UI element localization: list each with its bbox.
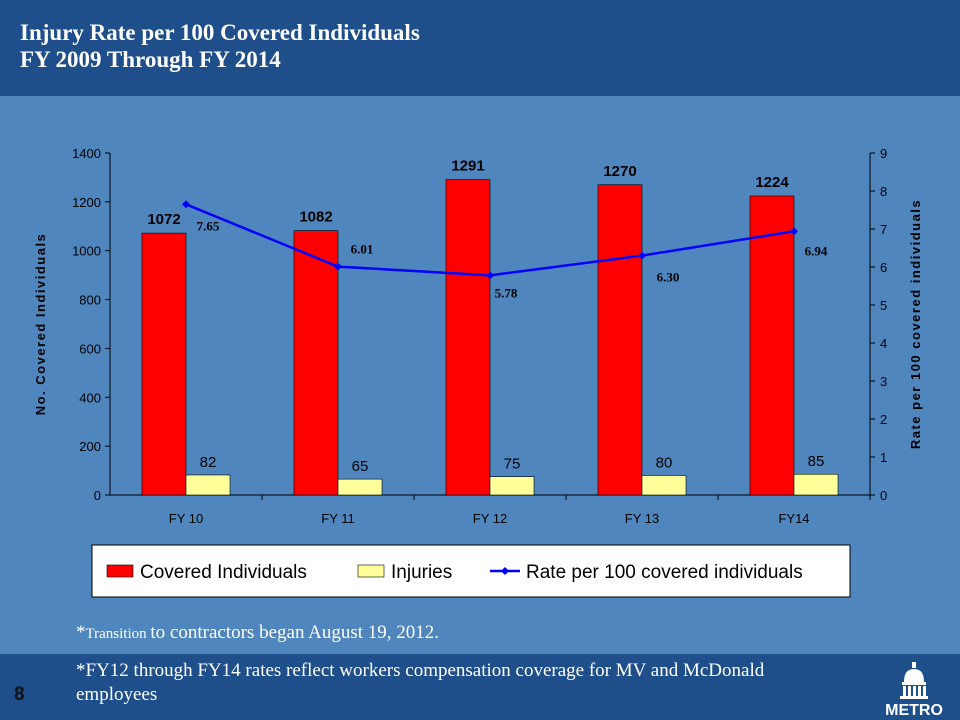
label-injuries: 82 [200,454,217,471]
x-tick-label: FY 12 [473,511,507,526]
label-injuries: 75 [504,456,521,473]
y-tick-label-right: 4 [880,336,887,351]
label-rate: 5.78 [495,285,518,300]
y-tick-label-right: 1 [880,450,887,465]
label-rate: 6.94 [805,243,828,258]
logo-text: METRO [885,702,943,718]
y-axis-title-right: Rate per 100 covered individuals [908,199,923,449]
page-number: 8 [14,684,25,705]
page-title: Injury Rate per 100 Covered Individuals [20,20,420,45]
bar-covered [141,232,187,496]
bar-injuries [793,473,839,496]
y-tick-label-right: 5 [880,298,887,313]
rate-point [790,227,798,236]
legend-label-rate: Rate per 100 covered individuals [526,562,803,583]
legend-swatch-covered [106,564,134,578]
x-tick-label: FY14 [778,511,809,526]
legend-label-injuries: Injuries [391,562,452,583]
bar-covered [749,195,795,496]
label-covered: 1291 [451,158,484,175]
x-tick-label: FY 10 [169,511,203,526]
label-covered: 1270 [603,163,636,180]
y-tick-label-right: 0 [880,488,887,503]
bar-injuries [185,474,231,496]
label-rate: 6.30 [657,270,680,285]
coverage-note: *FY12 through FY14 rates reflect workers… [76,660,765,705]
y-tick-label-right: 6 [880,260,887,275]
y-tick-label-right: 8 [880,184,887,199]
label-rate: 7.65 [197,218,220,233]
note-star: * [76,622,86,643]
bar-covered [445,179,491,496]
note-small-text: Transition [85,626,151,642]
y-tick-label-left: 600 [79,341,101,356]
note-rest-text: to contractors began August 19, 2012. [150,622,440,643]
y-tick-label-right: 2 [880,412,887,427]
rate-point [638,251,646,260]
label-covered: 1224 [755,174,789,191]
y-tick-label-left: 200 [79,439,101,454]
label-rate: 6.01 [351,242,374,257]
y-tick-label-left: 800 [79,293,101,308]
footer-band [0,654,960,720]
label-injuries: 80 [656,454,673,471]
x-tick-label: FY 11 [321,511,354,526]
label-injuries: 65 [352,458,369,475]
y-tick-label-right: 9 [880,146,887,161]
label-covered: 1082 [299,209,332,226]
rate-point [182,200,190,209]
bar-covered [293,230,339,496]
legend-swatch-rate-point [501,567,509,575]
combo-chart: 0 200 400 600 800 1000 1200 1400 0 1 2 3 4 5 6 7 8 9 No. C… [33,146,923,598]
y-tick-label-left: 400 [79,390,101,405]
header-band: Injury Rate per 100 Covered Individuals … [0,0,960,96]
label-covered: 1072 [147,211,180,228]
page-subtitle: FY 2009 Through FY 2014 [20,47,281,72]
y-tick-label-right: 7 [880,222,887,237]
y-tick-label-right: 3 [880,374,887,389]
legend-box [91,544,851,598]
bar-covered [597,184,643,496]
label-injuries: 85 [808,453,825,470]
y-tick-label-left: 1400 [72,146,101,161]
y-tick-label-left: 0 [94,488,101,503]
bar-injuries [641,475,687,496]
y-tick-label-left: 1200 [72,195,101,210]
legend-label-covered: Covered Individuals [140,562,307,583]
metro-logo: METRO [885,662,943,718]
rate-point [486,271,494,280]
bar-injuries [489,476,535,496]
y-tick-label-left: 1000 [72,244,101,259]
rate-point [334,262,342,271]
bar-injuries [337,478,383,496]
x-tick-label: FY 13 [625,511,659,526]
legend-swatch-injuries [357,564,385,578]
transition-note: *Transition to contractors began August … [76,621,439,646]
y-axis-title-left: No. Covered Individuals [33,233,48,416]
